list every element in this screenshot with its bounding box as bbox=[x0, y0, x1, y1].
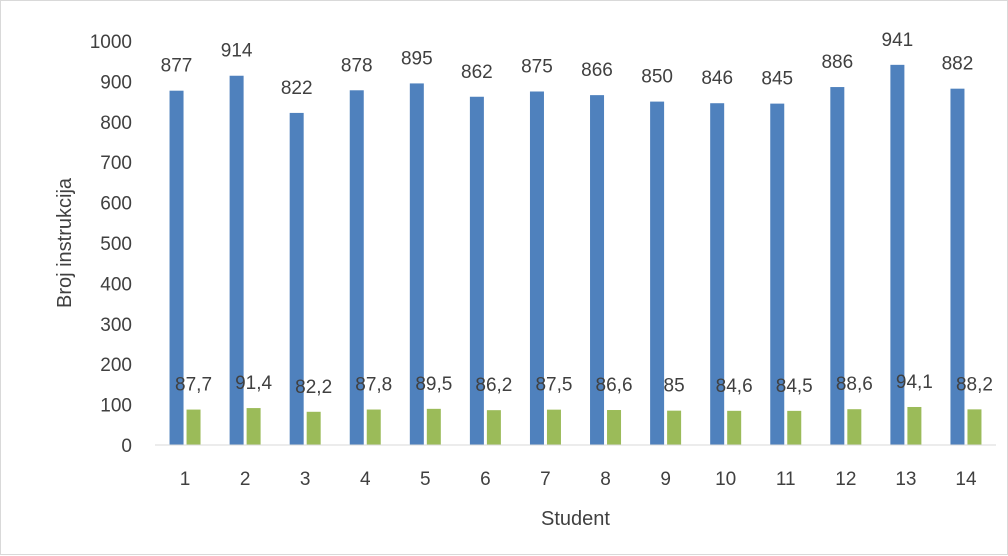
data-label-series-1: 875 bbox=[521, 57, 553, 78]
bar-series-1 bbox=[409, 83, 424, 446]
bar-series-2 bbox=[667, 410, 682, 445]
data-label-series-1: 886 bbox=[821, 52, 853, 73]
bar-series-2 bbox=[186, 409, 201, 445]
y-tick-label: 800 bbox=[100, 113, 132, 134]
y-tick-label: 300 bbox=[100, 315, 132, 336]
bar-series-2 bbox=[426, 408, 441, 445]
x-tick-label: 5 bbox=[420, 469, 431, 490]
data-label-series-2: 88,6 bbox=[836, 374, 873, 395]
x-tick-label: 7 bbox=[540, 469, 551, 490]
x-tick-label: 14 bbox=[955, 469, 977, 490]
data-label-series-1: 941 bbox=[882, 30, 914, 51]
bar-series-2 bbox=[366, 409, 381, 445]
data-labels: 877 87,7 914 91,4 822 82,2 878 87,8 895 89,5 862 86… bbox=[161, 30, 993, 398]
y-tick-label: 200 bbox=[100, 355, 132, 376]
bar-series-2 bbox=[546, 409, 561, 445]
bar-series-2 bbox=[847, 409, 862, 445]
data-label-series-1: 850 bbox=[641, 67, 673, 88]
data-label-series-2: 85 bbox=[664, 376, 685, 397]
x-tick-label: 13 bbox=[895, 469, 916, 490]
bar-series-1 bbox=[890, 64, 905, 445]
x-axis-title: Student bbox=[541, 508, 610, 530]
data-label-series-2: 87,8 bbox=[355, 375, 392, 396]
x-tick-label: 3 bbox=[300, 469, 311, 490]
bar-series-1 bbox=[529, 91, 544, 445]
data-label-series-2: 88,2 bbox=[956, 374, 993, 395]
y-tick-label: 100 bbox=[100, 396, 132, 417]
x-tick-label: 9 bbox=[660, 469, 671, 490]
bar-series-1 bbox=[650, 101, 665, 445]
data-label-series-2: 91,4 bbox=[235, 373, 272, 394]
data-label-series-1: 866 bbox=[581, 60, 613, 81]
x-axis-ticks: 1 2 3 4 5 6 7 8 9 10 11 12 13 14 bbox=[180, 469, 977, 490]
x-tick-label: 11 bbox=[776, 469, 796, 490]
data-label-series-2: 94,1 bbox=[896, 372, 933, 393]
data-label-series-2: 84,5 bbox=[776, 376, 813, 397]
bar-series-1 bbox=[710, 103, 725, 445]
y-tick-label: 700 bbox=[100, 153, 132, 174]
bar-series-1 bbox=[289, 112, 304, 446]
bar-series-2 bbox=[486, 410, 501, 445]
y-tick-label: 900 bbox=[100, 72, 132, 93]
bar-series-2 bbox=[787, 410, 802, 445]
bar-series-1 bbox=[469, 96, 484, 445]
bar-series-2 bbox=[306, 411, 321, 445]
bar-series-2 bbox=[967, 409, 982, 445]
y-tick-label: 500 bbox=[100, 234, 132, 255]
bars bbox=[169, 64, 982, 446]
y-axis-title: Broj instrukcija bbox=[54, 177, 76, 308]
data-label-series-2: 84,6 bbox=[716, 376, 753, 397]
x-tick-label: 6 bbox=[480, 469, 491, 490]
y-tick-label: 600 bbox=[100, 194, 132, 215]
data-label-series-1: 877 bbox=[161, 56, 193, 77]
y-tick-label: 0 bbox=[121, 436, 132, 457]
y-tick-label: 1000 bbox=[90, 32, 132, 53]
bar-series-2 bbox=[727, 410, 742, 445]
bar-series-2 bbox=[907, 406, 922, 445]
bar-series-1 bbox=[590, 95, 605, 446]
bar-series-1 bbox=[770, 103, 785, 446]
bar-series-1 bbox=[229, 75, 244, 445]
data-label-series-2: 89,5 bbox=[415, 374, 452, 395]
data-label-series-2: 86,2 bbox=[475, 375, 512, 396]
data-label-series-1: 895 bbox=[401, 48, 433, 69]
data-label-series-1: 914 bbox=[221, 41, 253, 62]
data-label-series-2: 87,7 bbox=[175, 375, 212, 396]
bar-series-2 bbox=[607, 410, 622, 445]
bar-series-1 bbox=[950, 88, 965, 445]
y-axis-ticks: 0 100 200 300 400 500 600 700 800 900 1000 bbox=[90, 32, 132, 457]
data-label-series-1: 822 bbox=[281, 78, 313, 99]
data-label-series-1: 846 bbox=[701, 68, 733, 89]
y-tick-label: 400 bbox=[100, 274, 132, 295]
bar-series-1 bbox=[169, 90, 184, 445]
x-tick-label: 4 bbox=[360, 469, 371, 490]
x-tick-label: 10 bbox=[715, 469, 736, 490]
x-tick-label: 12 bbox=[835, 469, 856, 490]
data-label-series-1: 878 bbox=[341, 55, 373, 76]
x-tick-label: 8 bbox=[600, 469, 611, 490]
data-label-series-1: 882 bbox=[942, 54, 974, 75]
data-label-series-1: 862 bbox=[461, 62, 493, 83]
data-label-series-1: 845 bbox=[761, 69, 793, 90]
bar-series-1 bbox=[349, 90, 364, 446]
bar-series-2 bbox=[246, 408, 261, 445]
data-label-series-2: 82,2 bbox=[295, 377, 332, 398]
x-tick-label: 2 bbox=[240, 469, 251, 490]
data-label-series-2: 87,5 bbox=[535, 375, 572, 396]
bar-series-1 bbox=[830, 87, 845, 445]
data-label-series-2: 86,6 bbox=[596, 375, 633, 396]
x-tick-label: 1 bbox=[180, 469, 191, 490]
